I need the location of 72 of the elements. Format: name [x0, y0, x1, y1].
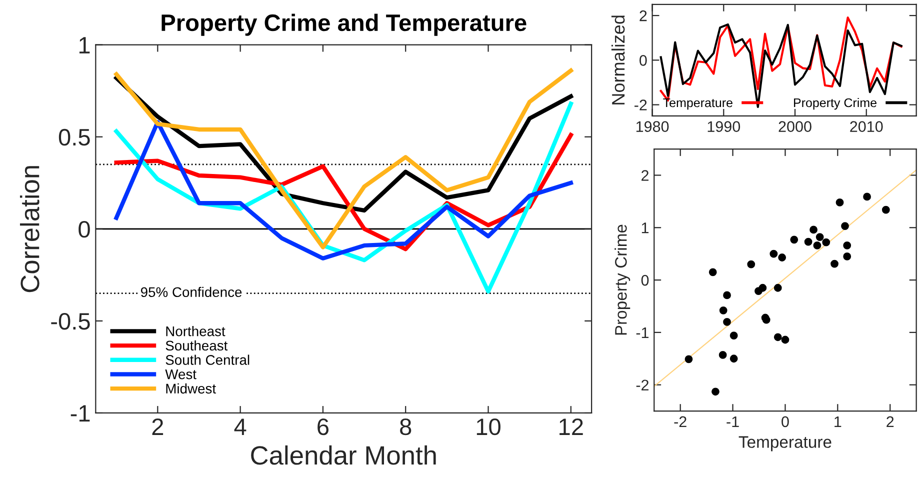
line-series	[114, 120, 573, 260]
point	[804, 238, 812, 246]
legend-label: Southeast	[166, 340, 228, 351]
x-tick-label: 2010	[850, 121, 883, 132]
ref-line-label: 95% Confidence	[140, 286, 242, 298]
point	[684, 355, 693, 364]
y-tick-label: 0	[641, 274, 649, 286]
point	[723, 291, 731, 300]
point	[758, 284, 767, 292]
x-tick-label: 2	[886, 416, 894, 427]
x-tick-label: 2	[152, 418, 164, 435]
y-axis-title: Normalized	[611, 16, 625, 104]
point	[774, 333, 782, 342]
point	[841, 222, 849, 230]
x-tick-label: 8	[400, 418, 412, 436]
y-tick-label: -2	[636, 380, 648, 390]
point	[781, 336, 790, 344]
y-tick-label: -0.5	[51, 313, 90, 330]
x-tick-label: 0	[782, 416, 789, 428]
point	[790, 236, 798, 244]
legend-label: West	[165, 370, 196, 380]
legend-label: Temperature	[663, 98, 732, 110]
point	[712, 388, 720, 396]
point	[882, 206, 890, 214]
point	[830, 260, 838, 268]
x-tick-label: 1	[834, 416, 842, 427]
y-axis-title: Correlation	[20, 166, 40, 292]
x-tick-label: -1	[726, 416, 739, 427]
point	[708, 268, 717, 276]
point	[718, 351, 727, 359]
y-tick-label: 1	[79, 37, 90, 54]
point	[778, 254, 786, 262]
y-tick-label: 2	[640, 10, 647, 22]
point	[843, 252, 852, 260]
point	[836, 198, 844, 206]
point	[863, 192, 871, 201]
point	[822, 238, 830, 246]
point	[770, 250, 778, 258]
legend-label: Property Crime	[794, 98, 876, 110]
x-tick-label: 1990	[708, 121, 740, 132]
x-axis-title: Calendar Month	[251, 445, 436, 465]
x-axis-title: Temperature	[738, 436, 832, 452]
x-tick-label: 4	[234, 418, 246, 435]
point	[719, 306, 728, 314]
point	[816, 233, 824, 242]
point	[730, 332, 738, 340]
x-tick-label: 12	[560, 418, 583, 435]
y-axis-title: Property Crime	[614, 224, 630, 335]
x-tick-label: 10	[476, 418, 500, 436]
x-tick-label: 6	[318, 418, 328, 436]
chart-title: Property Crime and Temperature	[162, 14, 526, 36]
point	[723, 318, 731, 326]
legend-label: Northeast	[166, 326, 226, 336]
y-tick-label: 2	[642, 170, 648, 181]
point	[813, 241, 822, 250]
legend-label: Midwest	[166, 383, 216, 394]
x-tick-label: -2	[674, 416, 686, 427]
y-tick-label: 0	[78, 220, 90, 238]
y-tick-label: -2	[634, 100, 647, 110]
y-tick-label: -1	[636, 327, 649, 338]
y-tick-label: 1	[642, 222, 649, 234]
line-series	[114, 68, 573, 250]
legend-label: South Central	[166, 354, 250, 365]
point	[730, 354, 738, 363]
point	[843, 241, 852, 250]
y-tick-label: 0.5	[58, 128, 90, 146]
point	[810, 226, 818, 234]
point	[747, 260, 756, 268]
y-tick-label: 0	[640, 55, 647, 66]
x-tick-label: 2000	[778, 121, 812, 132]
point	[774, 284, 782, 292]
x-tick-label: 1980	[636, 121, 669, 132]
